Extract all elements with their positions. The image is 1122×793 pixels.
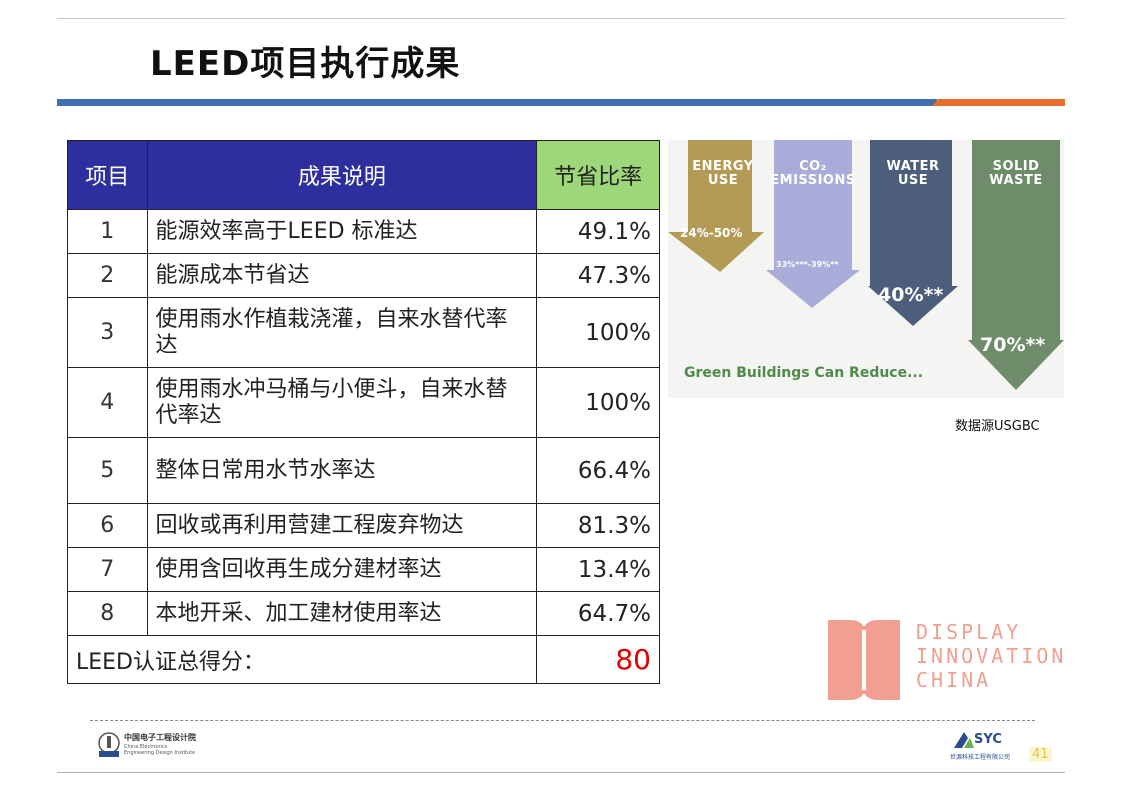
title-underline-orange bbox=[932, 99, 1065, 106]
title-underline-blue bbox=[57, 99, 937, 106]
brand-line-3: CHINA bbox=[916, 668, 992, 692]
row-description: 使用含回收再生成分建材率达 bbox=[146, 547, 538, 592]
ceedi-logo: 中国电子工程设计院 China Electronics Engineering … bbox=[98, 730, 218, 762]
table-row: 6 回收或再利用营建工程废弃物达 81.3% bbox=[67, 503, 660, 548]
data-source: 数据源USGBC bbox=[955, 419, 1040, 434]
row-number: 3 bbox=[67, 297, 148, 368]
energy-label-2: USE bbox=[707, 173, 739, 188]
infographic-caption: Green Buildings Can Reduce... bbox=[684, 365, 924, 381]
top-rule bbox=[57, 18, 1065, 19]
institute-name-en-1: China Electronics bbox=[124, 744, 168, 750]
brand-text: DISPLAY INNOVATION CHINA bbox=[916, 620, 1066, 692]
row-number: 4 bbox=[67, 367, 148, 438]
header-description: 成果说明 bbox=[146, 140, 538, 210]
row-number: 2 bbox=[67, 253, 148, 298]
syc-wordmark: SYC bbox=[974, 732, 1002, 747]
row-number: 6 bbox=[67, 503, 148, 548]
energy-value: 24%-50% bbox=[680, 226, 743, 240]
score-label: LEED认证总得分： bbox=[66, 635, 538, 684]
water-label-2: USE bbox=[897, 173, 929, 188]
row-description: 能源效率高于LEED 标准达 bbox=[146, 209, 538, 254]
down-arrow-icon bbox=[968, 140, 1064, 390]
row-percent: 100% bbox=[536, 297, 660, 368]
table-row: 5 整体日常用水节水率达 66.4% bbox=[67, 437, 660, 504]
energy-label-1: ENERGY bbox=[692, 159, 754, 174]
row-percent: 47.3% bbox=[536, 253, 660, 298]
solid-waste-arrow: SOLID WASTE 70%** bbox=[968, 140, 1064, 390]
syc-company-name: 世源科技工程有限公司 bbox=[950, 754, 1011, 761]
table-row: 4 使用雨水冲马桶与小便斗，自来水替代率达 100% bbox=[67, 367, 660, 438]
table-row: 3 使用雨水作植栽浇灌，自来水替代率达 100% bbox=[67, 297, 660, 368]
footer-dashed-rule bbox=[90, 720, 1035, 721]
row-percent: 66.4% bbox=[536, 437, 660, 504]
row-description: 回收或再利用营建工程废弃物达 bbox=[146, 503, 538, 548]
brand-line-1: DISPLAY bbox=[916, 620, 1022, 644]
down-arrow-icon bbox=[668, 140, 764, 272]
table-row: 7 使用含回收再生成分建材率达 13.4% bbox=[67, 547, 660, 592]
table-row: 1 能源效率高于LEED 标准达 49.1% bbox=[67, 209, 660, 254]
row-description: 整体日常用水节水率达 bbox=[146, 437, 538, 504]
row-number: 7 bbox=[67, 547, 148, 592]
co2-label-2: EMISSIONS bbox=[770, 173, 856, 188]
co2-value: 33%***-39%** bbox=[776, 260, 839, 269]
table-header-row: 项目 成果说明 节省比率 bbox=[67, 140, 660, 210]
row-description: 使用雨水冲马桶与小便斗，自来水替代率达 bbox=[146, 367, 538, 438]
energy-arrow: ENERGY USE 24%-50% bbox=[668, 140, 764, 272]
header-item: 项目 bbox=[67, 140, 148, 210]
solid-value: 70%** bbox=[980, 334, 1046, 356]
solid-label-1: SOLID bbox=[992, 159, 1040, 174]
down-arrow-icon bbox=[766, 140, 860, 308]
table-row: 2 能源成本节省达 47.3% bbox=[67, 253, 660, 298]
results-table: 项目 成果说明 节省比率 1 能源效率高于LEED 标准达 49.1% 2 能源… bbox=[66, 140, 660, 684]
score-value: 80 bbox=[536, 635, 660, 684]
row-percent: 100% bbox=[536, 367, 660, 438]
page-number: 41 bbox=[1029, 747, 1052, 762]
syc-mark-icon bbox=[954, 732, 974, 748]
solid-label-2: WASTE bbox=[989, 173, 1043, 188]
co2-arrow: CO₂ EMISSIONS 33%***-39%** bbox=[766, 140, 860, 308]
brand-line-2: INNOVATION bbox=[916, 644, 1067, 668]
row-percent: 81.3% bbox=[536, 503, 660, 548]
row-number: 8 bbox=[67, 591, 148, 636]
row-description: 本地开采、加工建材使用率达 bbox=[146, 591, 538, 636]
page-title: LEED项目执行成果 bbox=[150, 44, 461, 84]
row-description: 使用雨水作植栽浇灌，自来水替代率达 bbox=[146, 297, 538, 368]
row-percent: 64.7% bbox=[536, 591, 660, 636]
institute-name-en: China Electronics Engineering Design Ins… bbox=[124, 744, 204, 756]
green-building-infographic: ENERGY USE 24%-50% CO₂ EMISSIONS 33%***-… bbox=[668, 140, 1064, 398]
bottom-rule bbox=[57, 772, 1065, 773]
row-number: 5 bbox=[67, 437, 148, 504]
syc-logo: SYC 世源科技工程有限公司 bbox=[950, 732, 1025, 766]
score-row: LEED认证总得分： 80 bbox=[66, 635, 660, 684]
institute-name-cn: 中国电子工程设计院 bbox=[124, 733, 196, 742]
row-description: 能源成本节省达 bbox=[146, 253, 538, 298]
row-percent: 49.1% bbox=[536, 209, 660, 254]
header-ratio: 节省比率 bbox=[536, 140, 660, 210]
display-innovation-china-logo bbox=[828, 620, 900, 700]
co2-label-1: CO₂ bbox=[799, 159, 827, 174]
row-percent: 13.4% bbox=[536, 547, 660, 592]
institute-name-en-2: Engineering Design Institute bbox=[124, 750, 196, 756]
institute-emblem-icon bbox=[98, 732, 120, 757]
down-arrow-icon bbox=[868, 140, 958, 326]
water-label-1: WATER bbox=[886, 159, 940, 174]
row-number: 1 bbox=[67, 209, 148, 254]
table-row: 8 本地开采、加工建材使用率达 64.7% bbox=[67, 591, 660, 636]
water-arrow: WATER USE 40%** bbox=[868, 140, 958, 326]
water-value: 40%** bbox=[878, 284, 944, 306]
